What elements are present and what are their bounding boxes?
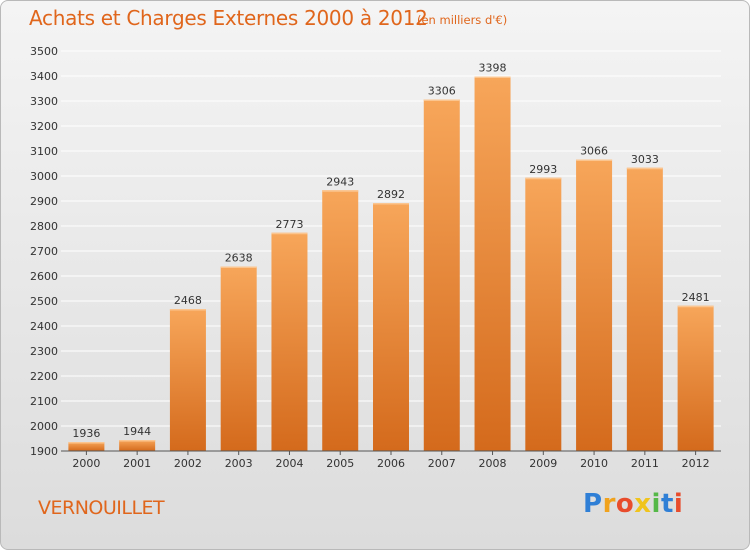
bar-top-edge <box>271 232 308 235</box>
bar-2011 <box>626 167 663 451</box>
bar-2002 <box>169 309 206 451</box>
y-tick-label: 3300 <box>30 95 58 108</box>
y-tick-label: 2800 <box>30 220 58 233</box>
y-tick-label: 2900 <box>30 195 58 208</box>
y-tick-label: 2700 <box>30 245 58 258</box>
value-label-2003: 2638 <box>225 252 253 265</box>
bar-top-edge <box>576 159 613 161</box>
y-tick-label: 2600 <box>30 270 58 283</box>
bar-2007 <box>423 99 460 451</box>
x-tick-label-2010: 2010 <box>580 457 608 470</box>
bar-top-edge <box>322 190 359 192</box>
y-tick-label: 2500 <box>30 295 58 308</box>
bar-2008 <box>474 76 511 451</box>
bar-2010 <box>576 159 613 451</box>
value-label-2011: 3033 <box>631 153 659 166</box>
y-tick-label: 2200 <box>30 370 58 383</box>
value-label-2002: 2468 <box>174 294 202 307</box>
x-tick-label-2008: 2008 <box>479 457 507 470</box>
y-tick-label: 3200 <box>30 120 58 133</box>
value-label-2008: 3398 <box>479 62 507 75</box>
y-tick-label: 2100 <box>30 395 58 408</box>
logo-letter: x <box>634 489 652 519</box>
bar-2006 <box>373 203 409 451</box>
logo-letter: r <box>602 489 616 519</box>
logo-letter: i <box>673 489 684 519</box>
bar-2004 <box>271 232 308 451</box>
x-tick-label-2003: 2003 <box>225 457 253 470</box>
bar-top-edge <box>119 440 156 442</box>
y-tick-label: 3500 <box>30 45 58 58</box>
bar-top-edge <box>373 203 409 205</box>
y-tick-label: 2400 <box>30 320 58 333</box>
chart-title: Achats et Charges Externes 2000 à 2012 <box>29 6 428 30</box>
bar-2000 <box>68 442 105 451</box>
x-tick-label-2000: 2000 <box>72 457 100 470</box>
value-label-2006: 2892 <box>377 188 405 201</box>
bar-top-edge <box>474 76 511 78</box>
x-tick-label-2006: 2006 <box>377 457 405 470</box>
bars <box>68 76 714 451</box>
bar-top-edge <box>423 99 460 101</box>
value-label-2005: 2943 <box>326 175 354 188</box>
bar-2001 <box>119 440 156 451</box>
bar-top-edge <box>525 177 562 180</box>
y-tick-label: 2300 <box>30 345 58 358</box>
value-label-2004: 2773 <box>275 218 303 231</box>
bar-top-edge <box>169 309 206 311</box>
bar-2012 <box>677 305 714 451</box>
x-tick-label-2012: 2012 <box>682 457 710 470</box>
y-tick-label: 2000 <box>30 420 58 433</box>
bar-2009 <box>525 177 562 451</box>
value-label-2012: 2481 <box>682 291 710 304</box>
x-tick-label-2007: 2007 <box>428 457 456 470</box>
x-tick-label-2001: 2001 <box>123 457 151 470</box>
chart-subtitle: (en milliers d'€) <box>417 13 508 27</box>
proxiti-logo-icon: Proxiti <box>583 489 683 519</box>
bar-top-edge <box>68 442 105 444</box>
x-axis-ticks: 2000 2001 2002 2003 2004 2005 2006 2007 2008 2009… <box>72 451 710 470</box>
y-axis-ticks: 1900 2000 2100 2200 2300 2400 2500 2600 2700 2800… <box>30 45 58 458</box>
x-tick-label-2005: 2005 <box>326 457 354 470</box>
x-tick-label-2009: 2009 <box>529 457 557 470</box>
logo-letter: o <box>615 489 635 519</box>
logo-letter: P <box>583 489 603 519</box>
commune-name: VERNOUILLET <box>38 497 165 519</box>
value-label-2000: 1936 <box>72 427 100 440</box>
bar-2003 <box>220 266 257 451</box>
y-tick-label: 3000 <box>30 170 58 183</box>
logo-letter: i <box>651 489 661 519</box>
x-tick-label-2002: 2002 <box>174 457 202 470</box>
value-label-2010: 3066 <box>580 145 608 158</box>
value-labels: 1936 1944 2468 2638 2773 2943 2892 3306 3398 2993… <box>72 62 709 441</box>
bar-top-edge <box>626 167 663 170</box>
y-tick-label: 3400 <box>30 70 58 83</box>
bar-top-edge <box>220 266 257 268</box>
x-tick-label-2011: 2011 <box>631 457 659 470</box>
y-tick-label: 3100 <box>30 145 58 158</box>
logo-letter: t <box>660 489 674 519</box>
bar-2005 <box>322 190 359 451</box>
value-label-2009: 2993 <box>529 163 557 176</box>
y-tick-label: 1900 <box>30 445 58 458</box>
value-label-2001: 1944 <box>123 425 151 438</box>
value-label-2007: 3306 <box>428 85 456 98</box>
x-tick-label-2004: 2004 <box>275 457 303 470</box>
bar-top-edge <box>677 305 714 308</box>
